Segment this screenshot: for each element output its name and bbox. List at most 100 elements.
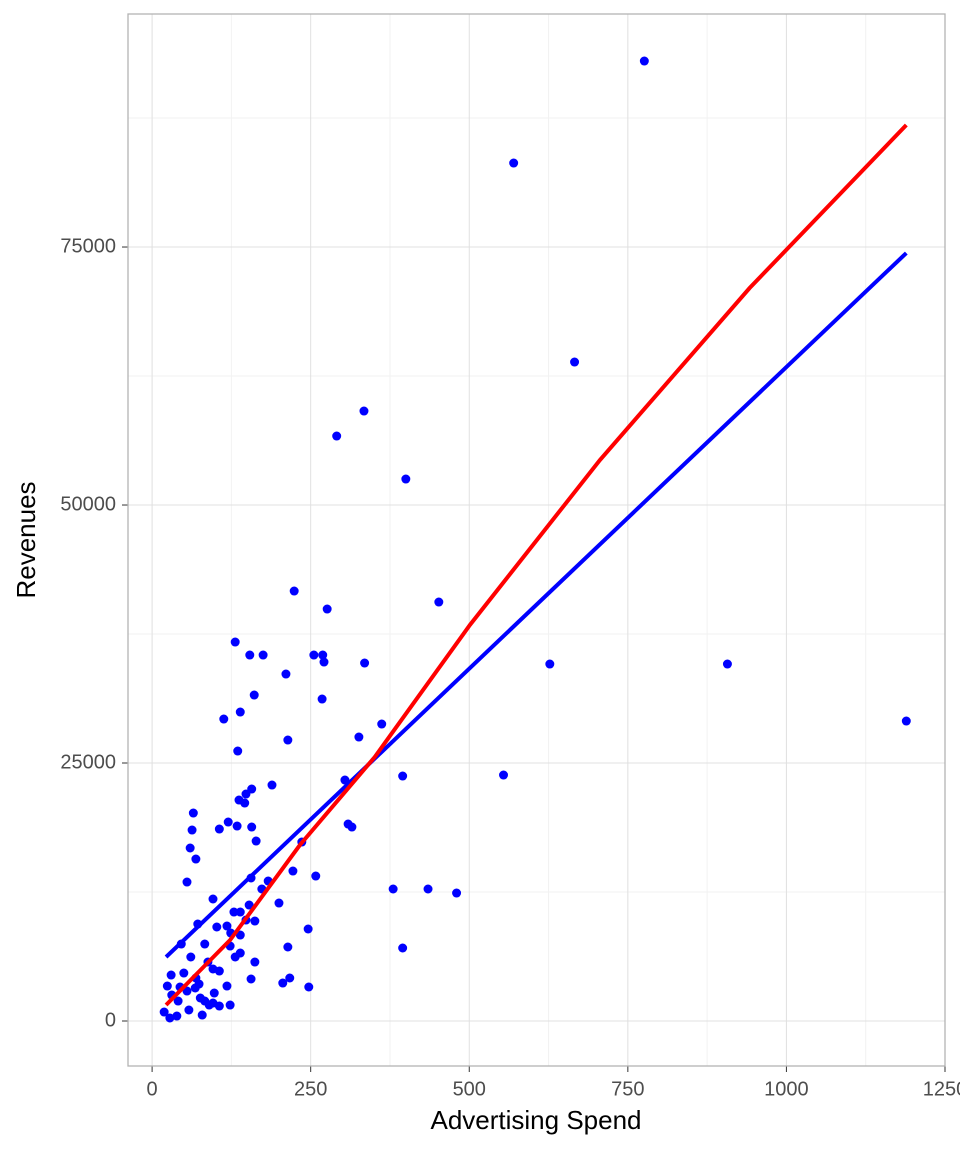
point — [311, 871, 321, 881]
point — [278, 978, 288, 988]
point — [245, 650, 255, 660]
point — [184, 1005, 194, 1015]
x-tick-label: 1000 — [764, 1078, 809, 1100]
point — [235, 907, 245, 917]
point — [360, 658, 370, 668]
point — [235, 930, 245, 940]
point — [229, 907, 239, 917]
point — [267, 780, 277, 790]
point — [212, 922, 222, 932]
point — [214, 824, 224, 834]
point — [251, 836, 261, 846]
point — [219, 714, 229, 724]
point — [322, 604, 332, 614]
y-tick-label: 25000 — [60, 751, 116, 773]
point — [208, 894, 218, 904]
point — [246, 974, 256, 984]
point — [545, 659, 555, 669]
point — [197, 1010, 207, 1020]
point — [233, 746, 243, 756]
point — [303, 924, 313, 934]
point — [204, 1000, 214, 1010]
point — [159, 1007, 169, 1017]
x-tick-label: 500 — [453, 1078, 486, 1100]
point — [166, 970, 176, 980]
point — [250, 957, 260, 967]
point — [509, 158, 519, 168]
point — [249, 690, 259, 700]
point — [258, 650, 268, 660]
point — [283, 942, 293, 952]
y-tick-label: 0 — [105, 1009, 116, 1031]
point — [230, 637, 240, 647]
point — [222, 921, 232, 931]
point — [285, 973, 295, 983]
point — [244, 900, 254, 910]
point — [434, 597, 444, 607]
point — [172, 1011, 182, 1021]
x-tick-label: 250 — [294, 1078, 327, 1100]
point — [722, 659, 732, 669]
point — [289, 586, 299, 596]
point — [283, 735, 293, 745]
point — [423, 884, 433, 894]
point — [377, 719, 387, 729]
point — [173, 996, 183, 1006]
point — [398, 771, 408, 781]
x-tick-label: 0 — [147, 1078, 158, 1100]
point — [274, 898, 284, 908]
point — [162, 981, 172, 991]
y-axis-title: Revenues — [11, 481, 41, 598]
point — [317, 694, 327, 704]
point — [401, 474, 411, 484]
point — [188, 808, 198, 818]
point — [185, 843, 195, 853]
point — [398, 943, 408, 953]
point — [209, 988, 219, 998]
point — [240, 798, 250, 808]
x-tick-label: 750 — [611, 1078, 644, 1100]
point — [190, 983, 200, 993]
point — [318, 650, 328, 660]
point — [187, 825, 197, 835]
point — [332, 431, 342, 441]
point — [247, 822, 257, 832]
point — [499, 770, 509, 780]
panel-border — [127, 13, 946, 1067]
point — [250, 916, 260, 926]
point — [186, 952, 196, 962]
point — [214, 1001, 224, 1011]
fit-line — [164, 123, 908, 1007]
point — [182, 877, 192, 887]
point — [639, 56, 649, 66]
point — [570, 357, 580, 367]
point — [191, 854, 201, 864]
point — [241, 789, 251, 799]
point — [288, 866, 298, 876]
point — [214, 966, 224, 976]
point — [223, 817, 233, 827]
point — [319, 657, 329, 667]
point — [222, 981, 232, 991]
point — [309, 650, 319, 660]
point — [200, 939, 210, 949]
point — [179, 968, 189, 978]
y-tick-label: 50000 — [60, 493, 116, 515]
point — [388, 884, 398, 894]
x-axis-title: Advertising Spend — [430, 1105, 641, 1135]
point — [452, 888, 462, 898]
fit-line — [164, 251, 908, 959]
y-tick-label: 75000 — [60, 235, 116, 257]
point — [304, 982, 314, 992]
point — [230, 952, 240, 962]
point — [281, 669, 291, 679]
point — [165, 1013, 175, 1023]
point — [901, 716, 911, 726]
point — [232, 821, 242, 831]
point — [359, 406, 369, 416]
point — [225, 1000, 235, 1010]
